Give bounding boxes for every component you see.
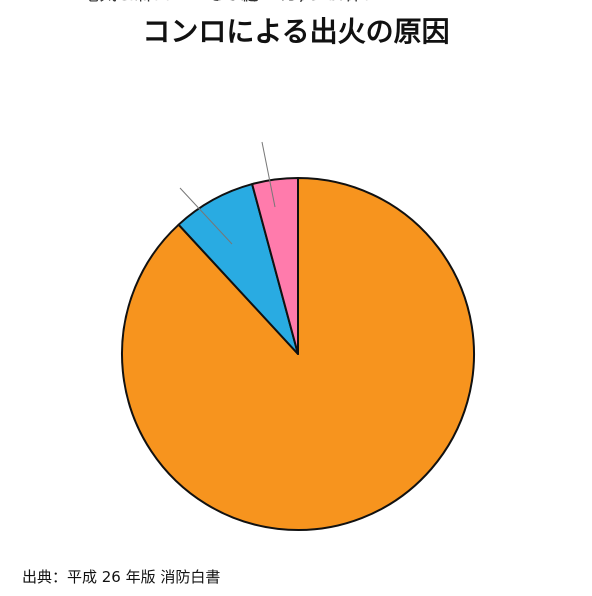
label-electric-stove-count: 285 件 [97,0,155,5]
label-other-percent: 4.2% [209,0,255,5]
label-other-count: 156 件 [203,0,261,5]
slice-other [251,177,299,355]
label-electric-stove-percent: 7.7% [103,0,149,5]
slice-labels: ガスコンロ3,276 件88.1% 電気コンロ285 件7.7% その他156 件4… [81,0,370,5]
label-gas-stove-percent: 88.1% [296,0,353,5]
label-gas-stove-label: ガスコンロ [280,0,370,5]
chart-title: コンロによる出火の原因 [142,15,450,48]
source-note: 出典：平成 26 年版 消防白書 [22,568,221,586]
label-gas-stove-count: 3,276 件 [287,0,362,5]
label-electric-stove-label: 電気コンロ [81,0,171,5]
pie-slices [121,177,475,531]
leader-lines [179,141,276,245]
label-other-label: その他 [205,0,259,5]
leader-line [261,141,276,208]
leader-line [179,187,233,245]
